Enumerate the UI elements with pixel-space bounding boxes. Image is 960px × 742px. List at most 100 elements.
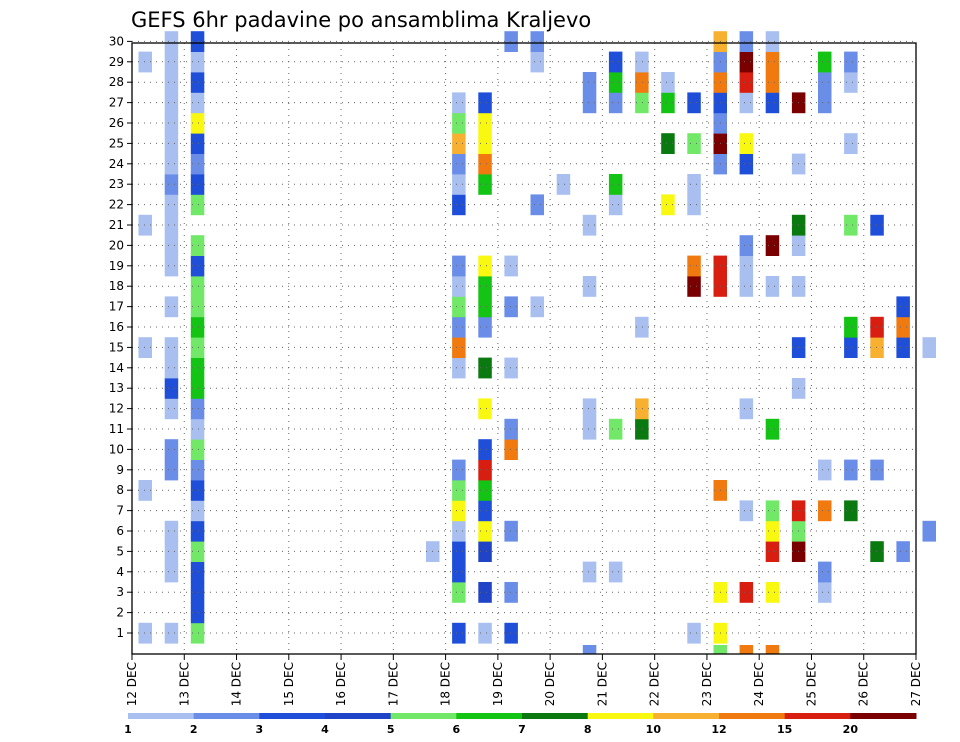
legend-label: 6 <box>453 723 461 736</box>
precip-cell <box>582 398 597 420</box>
precip-cell <box>765 72 780 93</box>
precip-cell <box>190 459 205 481</box>
y-tick-label: 20 <box>109 238 124 252</box>
precip-cell <box>478 480 492 501</box>
precip-cell <box>190 439 205 460</box>
precip-cell <box>452 112 466 134</box>
precip-cell <box>739 398 754 420</box>
precip-cell <box>452 480 466 501</box>
precip-cell <box>478 255 492 277</box>
precip-cell <box>765 51 780 73</box>
precip-cell <box>164 235 179 256</box>
precip-cell <box>765 541 780 562</box>
precip-cell <box>164 153 179 175</box>
y-tick-label: 30 <box>109 34 124 48</box>
precip-cell <box>661 72 675 93</box>
precip-cell <box>739 645 754 655</box>
precip-cell <box>190 602 205 624</box>
precip-cell <box>870 214 884 236</box>
precip-cell <box>164 133 179 154</box>
precip-cell <box>190 398 205 420</box>
precip-cell <box>164 112 179 134</box>
precip-cell <box>478 500 492 522</box>
precip-cell <box>478 174 492 195</box>
precip-cell <box>164 337 179 358</box>
precip-cell <box>190 276 205 297</box>
legend-swatch <box>325 713 392 719</box>
precip-cell <box>190 174 205 195</box>
precip-cell <box>164 439 179 460</box>
precip-cell <box>530 194 544 216</box>
precip-cell <box>190 561 205 583</box>
precip-cell <box>190 337 205 358</box>
precip-cell <box>164 357 179 379</box>
precip-cell <box>452 92 466 114</box>
precip-cell <box>739 51 754 73</box>
precip-cell <box>164 541 179 562</box>
precip-cell <box>870 459 884 481</box>
legend-label: 8 <box>584 723 592 736</box>
legend-swatch <box>390 713 457 719</box>
y-tick-label: 19 <box>109 259 124 273</box>
precip-cell <box>687 92 701 114</box>
precip-cell <box>138 214 152 236</box>
precip-cell <box>739 133 754 154</box>
precip-cell <box>478 582 492 603</box>
plot-frame <box>131 42 917 655</box>
precip-cell <box>608 174 623 195</box>
precip-cell <box>739 153 754 175</box>
y-tick-label: 13 <box>109 381 124 395</box>
precip-cell <box>452 153 466 175</box>
precip-cell <box>452 459 466 481</box>
y-tick-label: 9 <box>116 463 124 477</box>
precip-cell <box>164 194 179 216</box>
precip-cell <box>582 276 597 297</box>
precip-cell <box>164 92 179 114</box>
precip-cell <box>818 582 832 603</box>
precip-cell <box>608 418 623 440</box>
precip-cell <box>164 378 179 399</box>
precip-cell <box>504 622 518 644</box>
precip-cell <box>164 520 179 542</box>
precip-cell <box>765 645 780 655</box>
precip-cell <box>478 276 492 297</box>
precip-cell <box>478 316 492 338</box>
precip-cell <box>190 51 205 73</box>
precip-cell <box>739 92 754 114</box>
y-tick-label: 7 <box>116 504 124 518</box>
precip-cell <box>582 645 597 655</box>
x-tick-label: 13 DEC <box>177 662 191 706</box>
y-tick-label: 6 <box>116 524 124 538</box>
precip-cell <box>190 133 205 154</box>
precip-cell <box>478 398 492 420</box>
y-tick-label: 12 <box>109 402 124 416</box>
precip-cell <box>504 31 518 52</box>
legend-swatch <box>259 713 326 719</box>
precip-cell <box>713 645 727 655</box>
precip-cell <box>844 133 858 154</box>
y-tick-label: 25 <box>109 136 124 150</box>
precip-cell <box>452 520 466 542</box>
x-tick-label: 20 DEC <box>543 662 557 706</box>
precip-cell <box>870 337 884 358</box>
y-tick-label: 29 <box>109 55 124 69</box>
x-tick-label: 23 DEC <box>700 662 714 706</box>
y-tick-label: 3 <box>116 585 124 599</box>
precip-cell <box>765 500 780 522</box>
precip-cell <box>452 357 466 379</box>
precip-cell <box>504 255 518 277</box>
precip-cell <box>190 480 205 501</box>
precip-cell <box>765 418 780 440</box>
precip-cell <box>661 194 675 216</box>
legend-label: 10 <box>646 723 662 736</box>
precip-cell <box>138 337 152 358</box>
x-tick-label: 27 DEC <box>909 662 923 706</box>
legend-label: 12 <box>711 723 726 736</box>
precip-cell <box>190 112 205 134</box>
legend-label: 20 <box>843 723 859 736</box>
legend-swatch <box>587 713 654 719</box>
x-tick-label: 22 DEC <box>648 662 662 706</box>
precip-cell <box>922 520 936 542</box>
precip-cell <box>452 174 466 195</box>
